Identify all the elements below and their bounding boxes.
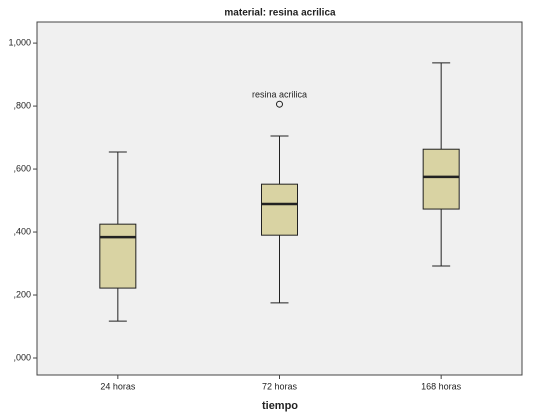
box: [99, 223, 137, 289]
x-tick-label: 24 horas: [100, 381, 136, 391]
y-tick-label: 1,000: [8, 37, 31, 47]
outlier: [276, 100, 283, 108]
y-tick-label: ,000: [13, 352, 31, 362]
box: [261, 183, 298, 236]
outlier-label: resina acrilica: [252, 90, 307, 100]
y-tick-label: ,600: [13, 163, 31, 173]
y-tick-label: ,800: [13, 100, 31, 110]
box: [422, 148, 460, 210]
x-axis-label: tiempo: [262, 400, 298, 412]
x-tick-label: 168 horas: [421, 381, 462, 391]
chart-title: material: resina acrilica: [224, 8, 336, 19]
x-tick-label: 72 horas: [262, 381, 298, 391]
y-tick-label: ,400: [13, 226, 31, 236]
y-tick-label: ,200: [13, 289, 31, 299]
